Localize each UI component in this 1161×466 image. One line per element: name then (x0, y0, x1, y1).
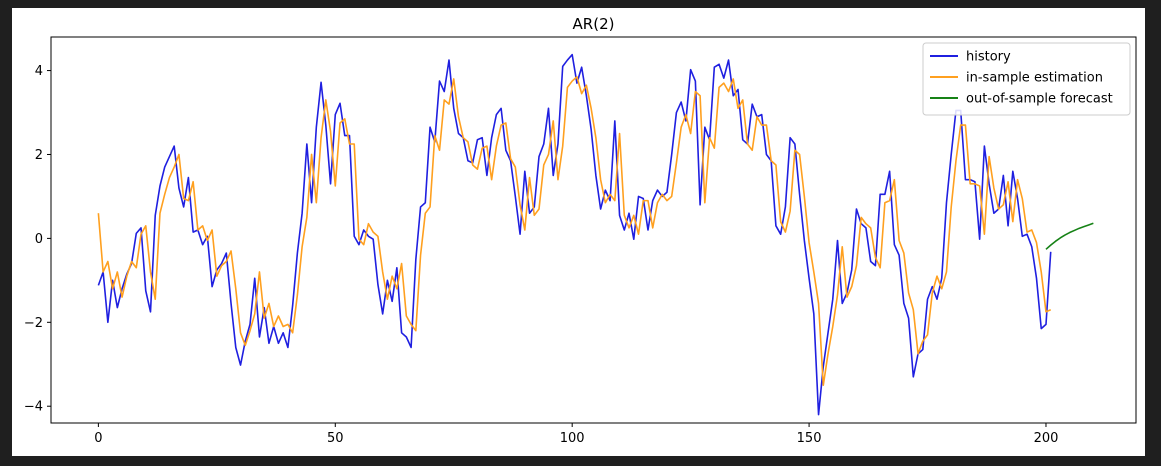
legend-label: in-sample estimation (966, 71, 1103, 86)
legend-box (922, 42, 1131, 116)
axes-frame (50, 36, 1137, 424)
legend-label: history (966, 50, 1011, 65)
plot-lines (97, 53, 1094, 416)
series-line-out-of-sample-forecast (1045, 222, 1094, 250)
series-line-in-sample-estimation (97, 76, 1052, 387)
y-tick-label: 2 (35, 148, 43, 163)
series-line-history (97, 53, 1052, 416)
y-tick-label: 0 (35, 232, 43, 247)
legend-label: out-of-sample forecast (966, 92, 1113, 107)
x-tick-label: 150 (797, 431, 822, 446)
chart-canvas: AR(2) 0 50 100 150 200 −4 −2 0 2 4 history in-sam… (24, 15, 1137, 446)
x-tick-label: 0 (94, 431, 102, 446)
y-tick-label: −4 (24, 400, 43, 415)
legend: history in-sample estimation out-of-sample… (922, 42, 1131, 116)
x-tick-label: 100 (560, 431, 585, 446)
y-tick-label: 4 (35, 64, 43, 79)
x-axis: 0 50 100 150 200 (94, 423, 1058, 446)
chart-figure: AR(2) 0 50 100 150 200 −4 −2 0 2 4 history in-sam… (12, 8, 1145, 456)
y-axis: −4 −2 0 2 4 (24, 64, 51, 415)
x-tick-label: 200 (1034, 431, 1059, 446)
x-tick-label: 50 (327, 431, 344, 446)
chart-title: AR(2) (573, 15, 615, 33)
y-tick-label: −2 (24, 316, 43, 331)
